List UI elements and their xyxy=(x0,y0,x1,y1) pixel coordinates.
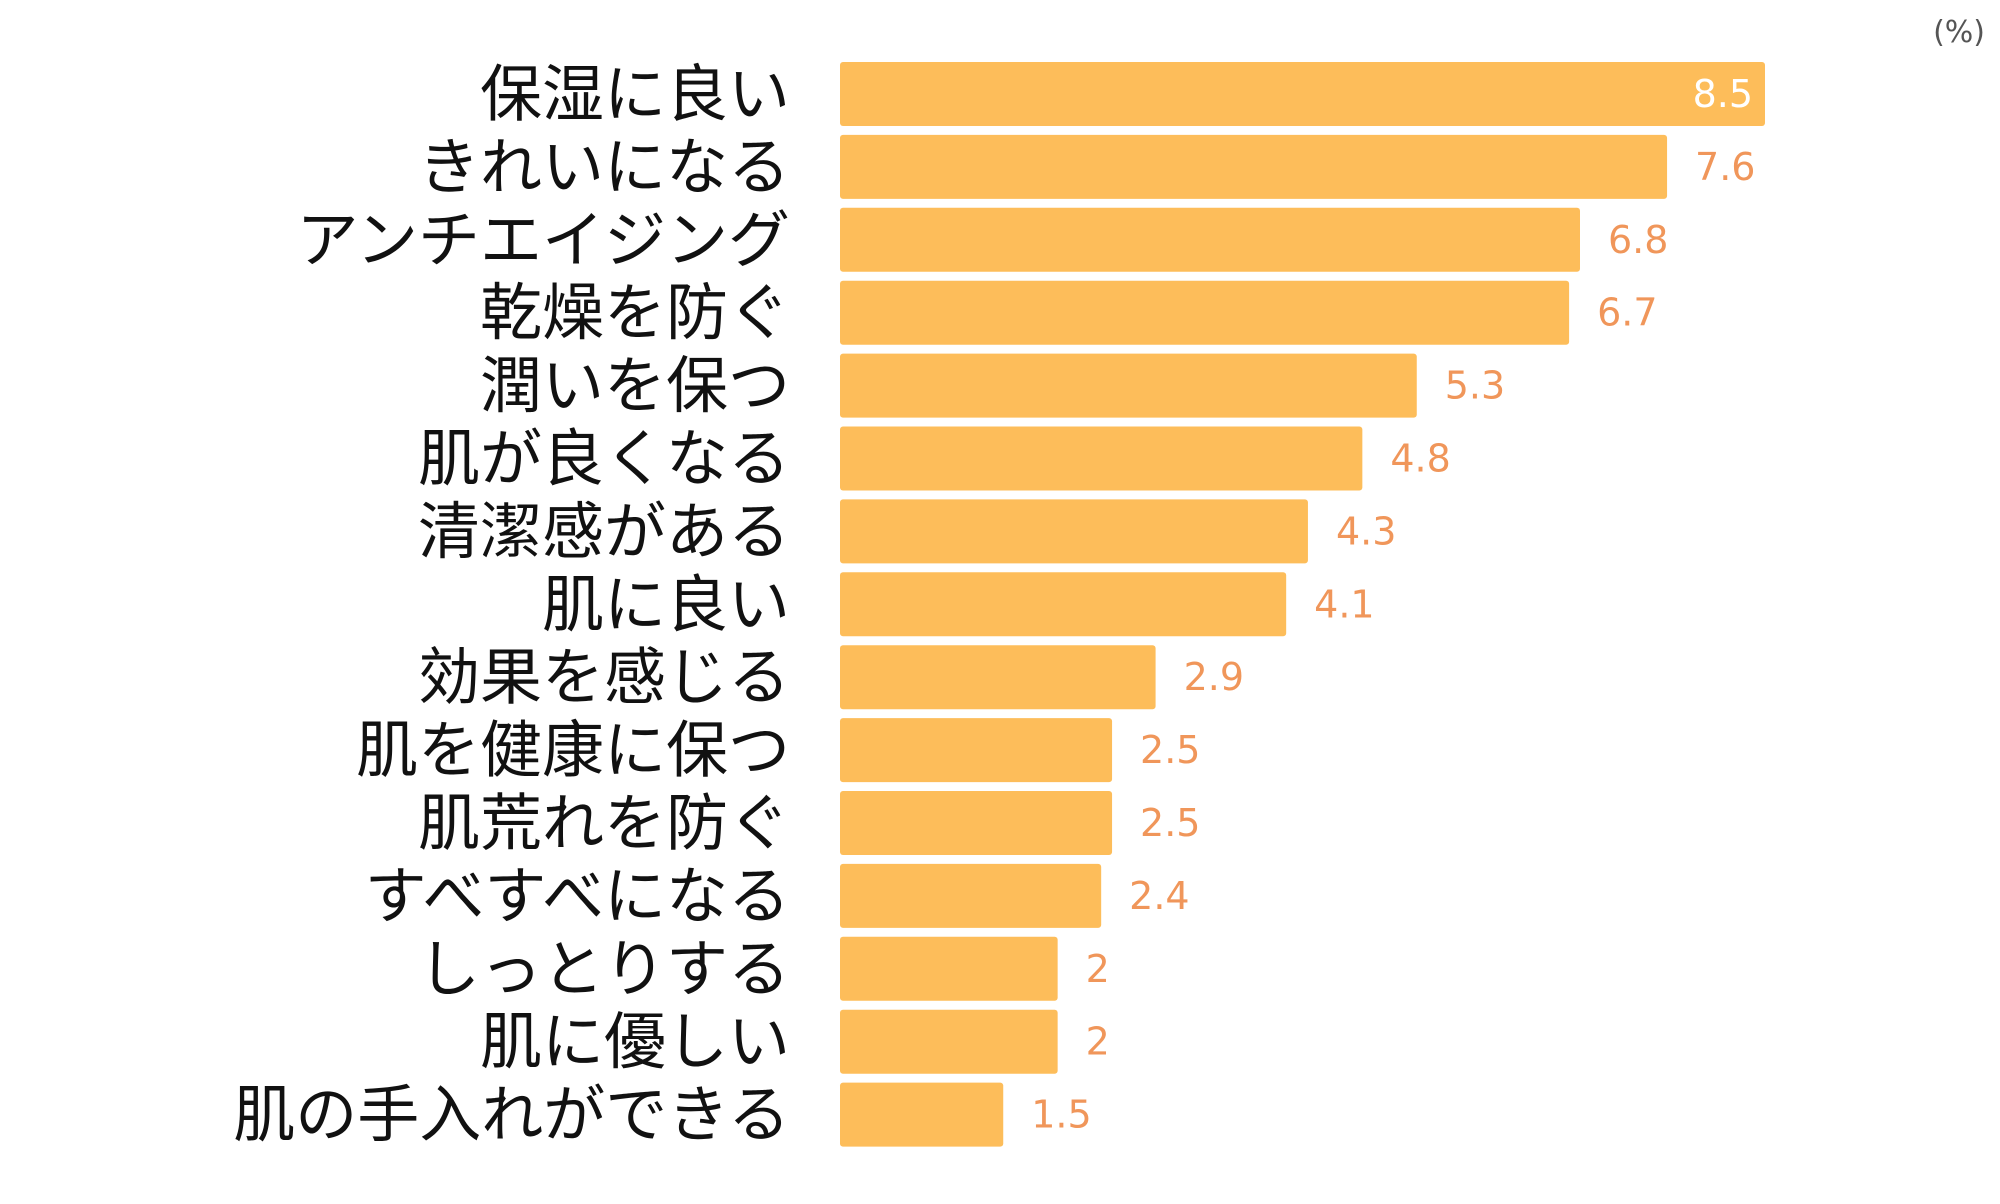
category-label-7: 肌に良い xyxy=(542,568,790,641)
value-label-9: 2.5 xyxy=(1140,728,1200,772)
category-label-14: 肌の手入れができる xyxy=(233,1078,790,1151)
value-label-12: 2 xyxy=(1086,947,1110,991)
value-label-10: 2.5 xyxy=(1140,801,1200,845)
bar-7 xyxy=(840,572,1287,637)
category-label-12: しっとりする xyxy=(418,932,790,1005)
bar-14 xyxy=(840,1082,1004,1147)
value-label-1: 7.6 xyxy=(1695,145,1755,189)
bar-2 xyxy=(840,207,1580,272)
bar-0 xyxy=(840,62,1765,126)
bar-11 xyxy=(840,863,1102,928)
category-label-6: 清潔感がある xyxy=(418,495,790,568)
value-label-7: 4.1 xyxy=(1314,582,1374,626)
category-label-10: 肌荒れを防ぐ xyxy=(418,787,790,860)
category-labels: 保湿に良いきれいになるアンチエイジング乾燥を防ぐ潤いを保つ肌が良くなる清潔感があ… xyxy=(233,58,790,1152)
value-label-5: 4.8 xyxy=(1390,437,1450,481)
value-label-13: 2 xyxy=(1086,1020,1110,1064)
value-label-11: 2.4 xyxy=(1129,874,1189,918)
category-label-0: 保湿に良い xyxy=(480,58,790,131)
bar-10 xyxy=(840,791,1113,855)
category-label-8: 効果を感じる xyxy=(418,641,790,714)
value-label-2: 6.8 xyxy=(1608,218,1668,262)
category-label-9: 肌を健康に保つ xyxy=(356,714,790,787)
category-label-1: きれいになる xyxy=(418,130,790,203)
category-label-2: アンチエイジング xyxy=(296,203,790,276)
category-label-4: 潤いを保つ xyxy=(480,349,790,422)
bar-9 xyxy=(840,718,1113,783)
category-label-5: 肌が良くなる xyxy=(418,422,790,495)
bar-8 xyxy=(840,645,1156,710)
bar-13 xyxy=(840,1009,1058,1074)
bar-6 xyxy=(840,499,1308,564)
value-label-0: 8.5 xyxy=(1693,72,1753,116)
value-label-3: 6.7 xyxy=(1597,291,1657,335)
bar-4 xyxy=(840,353,1417,418)
bar-1 xyxy=(840,134,1668,199)
value-label-14: 1.5 xyxy=(1031,1093,1091,1137)
value-label-6: 4.3 xyxy=(1336,509,1396,553)
value-label-4: 5.3 xyxy=(1445,364,1505,408)
bar-12 xyxy=(840,936,1058,1001)
value-label-8: 2.9 xyxy=(1184,655,1244,699)
bars-layer xyxy=(840,62,1765,1147)
category-label-3: 乾燥を防ぐ xyxy=(480,276,790,349)
bar-3 xyxy=(840,280,1570,345)
bar-5 xyxy=(840,426,1363,491)
category-label-13: 肌に優しい xyxy=(480,1005,790,1078)
unit-label: (%) xyxy=(1933,15,1985,50)
category-label-11: すべすべになる xyxy=(365,859,790,932)
value-labels: 8.5 7.6 6.8 6.7 5.3 4.8 4.3 4.1 2.9 2.5 2.5 2.4 2 2 1.… xyxy=(1031,72,1755,1137)
